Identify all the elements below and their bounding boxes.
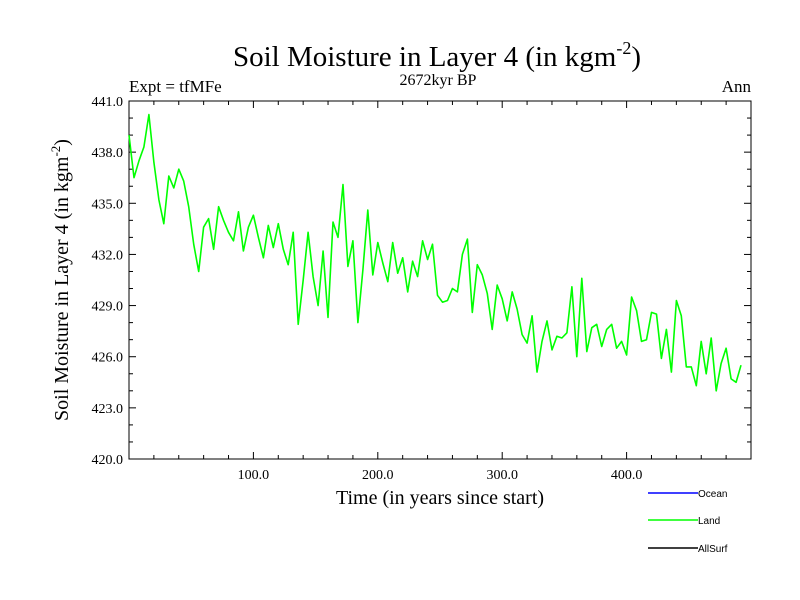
- y-axis-label: Soil Moisture in Layer 4 (in kgm-2): [48, 139, 73, 421]
- y-axis-label-main: Soil Moisture in Layer 4 (in kgm: [51, 156, 73, 421]
- x-tick-label: 300.0: [486, 468, 518, 483]
- legend-label-allsurf: AllSurf: [698, 544, 728, 555]
- plot-frame: [128, 100, 752, 460]
- y-axis: 420.0 423.0 426.0 429.0 432.0 435.0 438.0 441.0: [92, 95, 751, 468]
- x-tick-label: 100.0: [238, 468, 270, 483]
- chart-title: Soil Moisture in Layer 4 (in kgm-2): [233, 38, 641, 73]
- y-tick-label: 420.0: [92, 453, 124, 468]
- y-tick-label: 432.0: [92, 248, 124, 263]
- x-tick-label: 200.0: [362, 468, 394, 483]
- chart-title-close: ): [631, 41, 641, 73]
- x-tick-label: 400.0: [611, 468, 643, 483]
- land-series-line: [128, 113, 742, 392]
- y-tick-label: 429.0: [92, 300, 124, 315]
- x-axis: 100.0 200.0 300.0 400.0: [153, 101, 727, 483]
- chart-title-main: Soil Moisture in Layer 4 (in kgm: [233, 41, 617, 73]
- x-axis-label: Time (in years since start): [336, 487, 544, 509]
- chart-subtitle: 2672kyr BP: [400, 72, 477, 89]
- y-tick-label: 423.0: [92, 402, 124, 417]
- y-axis-label-close: ): [51, 139, 73, 146]
- legend-label-land: Land: [698, 516, 720, 527]
- y-tick-label: 441.0: [92, 95, 124, 110]
- y-axis-label-superscript: -2: [48, 146, 63, 157]
- y-tick-label: 435.0: [92, 197, 124, 212]
- experiment-label: Expt = tfMFe: [129, 77, 222, 96]
- chart-title-superscript: -2: [616, 38, 631, 58]
- legend-label-ocean: Ocean: [698, 489, 727, 500]
- legend: Ocean Land AllSurf: [648, 489, 728, 555]
- y-tick-label: 438.0: [92, 146, 124, 161]
- season-label: Ann: [722, 77, 752, 96]
- y-tick-label: 426.0: [92, 351, 124, 366]
